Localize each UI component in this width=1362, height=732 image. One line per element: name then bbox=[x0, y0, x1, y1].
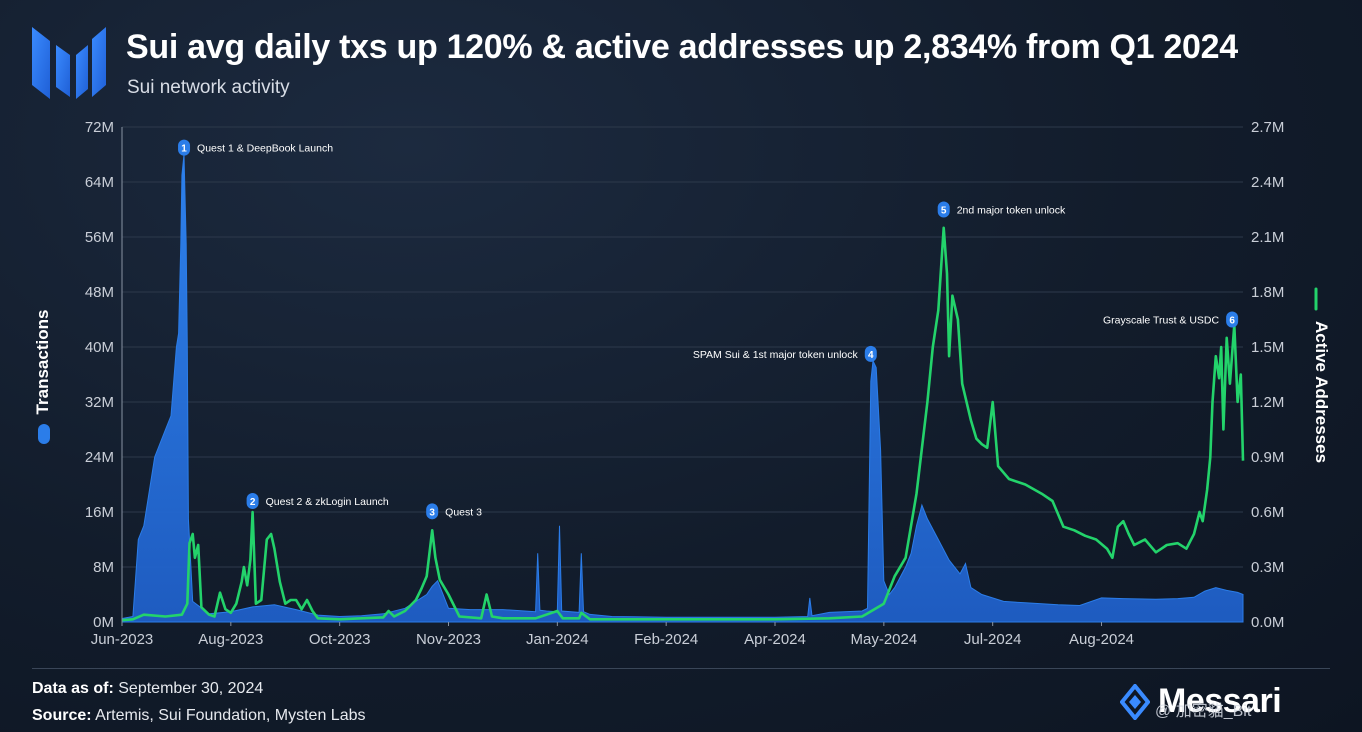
y-right-tick-label: 1.5M bbox=[1251, 339, 1284, 356]
brand-name: Messari bbox=[1158, 682, 1282, 720]
annotation-label: 2nd major token unlock bbox=[957, 205, 1066, 217]
x-tick-label: Jul-2024 bbox=[964, 631, 1022, 648]
annotation-number: 4 bbox=[868, 350, 874, 361]
source-value: Artemis, Sui Foundation, Mysten Labs bbox=[95, 707, 366, 724]
annotation-number: 5 bbox=[941, 206, 947, 217]
axes: 0M 0.0M 8M 0.3M 16M 0.6M 24M 0.9M 32M 1.2M 40M 1.5M… bbox=[33, 119, 1331, 648]
y-left-tick-label: 40M bbox=[85, 339, 114, 356]
y-left-axis-title: Transactions bbox=[33, 310, 52, 415]
x-tick-label: Jun-2023 bbox=[91, 631, 154, 648]
annotation-badge bbox=[937, 201, 950, 218]
annotation-number: 2 bbox=[250, 497, 256, 508]
annotation-number: 1 bbox=[181, 144, 187, 155]
y-left-tick-label: 72M bbox=[85, 119, 114, 136]
annotation-label: Quest 2 & zkLogin Launch bbox=[266, 496, 389, 508]
annotation-badge bbox=[426, 503, 439, 520]
x-tick-label: Feb-2024 bbox=[634, 631, 698, 648]
y-left-tick-label: 56M bbox=[85, 229, 114, 246]
y-left-tick-label: 16M bbox=[85, 504, 114, 521]
y-right-tick-label: 0.3M bbox=[1251, 559, 1284, 576]
y-right-tick-label: 2.4M bbox=[1251, 174, 1284, 191]
y-left-tick-label: 0M bbox=[93, 614, 114, 631]
transactions-series bbox=[121, 154, 1244, 623]
y-right-axis-title: Active Addresses bbox=[1312, 321, 1331, 463]
source: Source: Artemis, Sui Foundation, Mysten … bbox=[32, 707, 366, 725]
transactions-legend-swatch bbox=[38, 424, 50, 444]
active-addresses-line bbox=[121, 226, 1245, 622]
y-right-tick-label: 2.7M bbox=[1251, 119, 1284, 136]
gridlines bbox=[122, 126, 1243, 623]
x-tick-label: Nov-2023 bbox=[416, 631, 481, 648]
y-right-tick-label: 0.0M bbox=[1251, 614, 1284, 631]
y-left-tick-label: 48M bbox=[85, 284, 114, 301]
data-as-of: Data as of: September 30, 2024 bbox=[32, 680, 263, 698]
y-right-tick-label: 2.1M bbox=[1251, 229, 1284, 246]
annotation-badge bbox=[1226, 311, 1239, 328]
y-left-tick-label: 24M bbox=[85, 449, 114, 466]
x-tick-label: Aug-2023 bbox=[198, 631, 263, 648]
transactions-area bbox=[121, 154, 1244, 623]
x-tick-label: May-2024 bbox=[850, 631, 917, 648]
annotation-number: 6 bbox=[1229, 316, 1235, 327]
annotations: 1 Quest 1 & DeepBook Launch 2 Quest 2 & zkL… bbox=[178, 139, 1239, 520]
y-left-tick-label: 32M bbox=[85, 394, 114, 411]
chart-subtitle: Sui network activity bbox=[127, 77, 290, 98]
watermark: @ 加密貓_Bit bbox=[1155, 703, 1252, 720]
annotation-badge bbox=[178, 139, 191, 156]
x-tick-label: Jan-2024 bbox=[526, 631, 589, 648]
footer-divider bbox=[32, 668, 1330, 669]
brand-logo: Messari bbox=[1120, 682, 1282, 721]
x-tick-label: Aug-2024 bbox=[1069, 631, 1134, 648]
chart-title: Sui avg daily txs up 120% & active addre… bbox=[126, 28, 1238, 66]
data-as-of-value: September 30, 2024 bbox=[118, 680, 264, 697]
annotation-badge bbox=[864, 345, 877, 362]
y-right-tick-label: 1.2M bbox=[1251, 394, 1284, 411]
chart-area: 0M 0.0M 8M 0.3M 16M 0.6M 24M 0.9M 32M 1.2M 40M 1.5M… bbox=[33, 119, 1331, 648]
y-left-tick-label: 64M bbox=[85, 174, 114, 191]
active-addresses-series bbox=[121, 226, 1245, 622]
data-as-of-label: Data as of: bbox=[32, 680, 114, 697]
messari-icon bbox=[1120, 683, 1150, 720]
annotation-label: SPAM Sui & 1st major token unlock bbox=[693, 349, 859, 361]
x-tick-label: Apr-2024 bbox=[744, 631, 806, 648]
annotation-label: Quest 1 & DeepBook Launch bbox=[197, 143, 333, 155]
y-right-tick-label: 0.6M bbox=[1251, 504, 1284, 521]
y-right-tick-label: 1.8M bbox=[1251, 284, 1284, 301]
source-label: Source: bbox=[32, 707, 92, 724]
x-tick-label: Oct-2023 bbox=[309, 631, 371, 648]
annotation-badge bbox=[246, 493, 259, 509]
annotation-label: Grayscale Trust & USDC bbox=[1103, 315, 1220, 327]
messari-logo bbox=[32, 27, 106, 99]
y-left-tick-label: 8M bbox=[93, 559, 114, 576]
annotation-label: Quest 3 bbox=[445, 506, 482, 518]
annotation-number: 3 bbox=[429, 507, 435, 518]
y-right-tick-label: 0.9M bbox=[1251, 449, 1284, 466]
